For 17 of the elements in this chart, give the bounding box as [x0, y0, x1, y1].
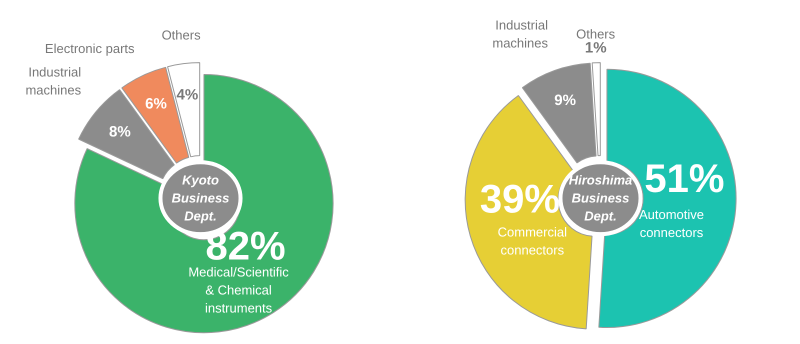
- data-label: 39%: [480, 177, 560, 222]
- slice-label: Others: [162, 28, 202, 43]
- data-label: 9%: [554, 92, 576, 109]
- data-label: 4%: [176, 86, 198, 104]
- data-label: 51%: [644, 156, 724, 201]
- slice-label: Others: [576, 26, 616, 42]
- data-label: 8%: [109, 123, 131, 140]
- slice-label: Industrial machines: [492, 18, 549, 51]
- slice-label: Industrial machines: [25, 64, 82, 98]
- slice-label: Electronic parts: [44, 41, 136, 56]
- slice-label: Medical/Scientific & Chemical instruments: [188, 264, 290, 316]
- slice-label: Automotive connectors: [638, 206, 704, 240]
- data-label: 1%: [584, 39, 607, 56]
- slice-label: Commercial connectors: [498, 224, 568, 258]
- text: Hiroshima Business Dept.: [568, 172, 632, 224]
- data-label: 6%: [145, 96, 167, 113]
- text: Kyoto Business Dept.: [172, 172, 230, 224]
